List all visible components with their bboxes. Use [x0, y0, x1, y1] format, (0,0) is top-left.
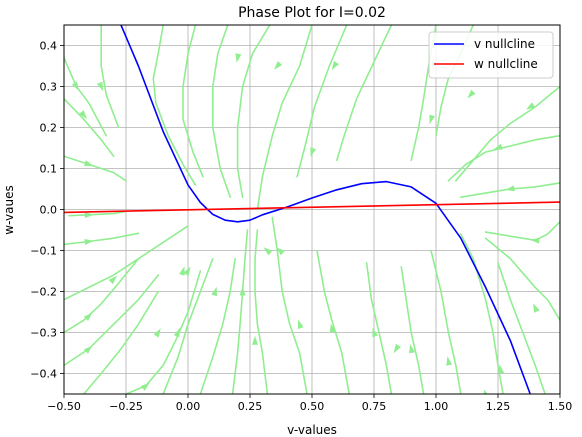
streamline	[152, 25, 197, 186]
y-tick-label: −0.4	[30, 368, 57, 381]
x-tick-label: 0.00	[176, 400, 201, 413]
streamline-arrow	[446, 356, 453, 366]
streamline-arrow	[84, 212, 94, 218]
streamline-arrow	[235, 53, 242, 63]
y-tick-label: 0.1	[40, 163, 58, 176]
streamline	[162, 257, 214, 394]
w-nullcline-line	[64, 201, 560, 214]
streamline	[455, 85, 560, 182]
streamline-arrow	[530, 237, 540, 244]
streamline-arrow	[263, 247, 273, 256]
streamline-arrow	[533, 303, 540, 313]
streamline-arrow	[71, 81, 79, 91]
streamline-arrow	[183, 266, 191, 276]
streamline-arrow	[409, 344, 415, 354]
streamline	[316, 249, 350, 394]
y-tick-label: 0.4	[40, 40, 58, 53]
streamline	[100, 25, 120, 129]
y-tick-label: 0.0	[40, 204, 58, 217]
streamline-arrow	[273, 61, 283, 70]
y-tick-label: 0.3	[40, 81, 58, 94]
streamline-arrow	[331, 61, 339, 71]
streamline-arrow	[96, 81, 104, 92]
streamline-arrow	[505, 185, 515, 192]
streamline	[212, 25, 231, 198]
streamline	[256, 25, 313, 211]
streamline	[64, 232, 140, 246]
streamline-arrow	[84, 160, 94, 166]
streamline-arrow	[483, 389, 488, 394]
streamline-arrow	[83, 345, 93, 354]
streamline	[400, 266, 425, 394]
chart-title: Phase Plot for I=0.02	[238, 5, 386, 21]
streamline	[231, 229, 249, 394]
streamline-arrow	[83, 312, 93, 321]
x-axis-label: v-values	[287, 423, 337, 437]
streamline	[365, 262, 393, 394]
x-tick-label: 1.00	[424, 400, 449, 413]
streamline	[271, 216, 308, 394]
streamline-arrow	[393, 343, 401, 354]
streamline	[336, 25, 393, 162]
x-tick-label: 0.50	[300, 400, 325, 413]
y-tick-label: 0.2	[40, 122, 58, 135]
streamline-arrow	[275, 247, 285, 256]
legend: v nullcline w nullcline	[428, 31, 554, 79]
streamline-arrow	[372, 327, 378, 338]
streamline-arrow	[211, 286, 217, 297]
streamline	[64, 274, 159, 367]
streamline-arrow	[252, 335, 258, 345]
streamline-arrow	[79, 110, 87, 120]
streamline-arrow	[429, 114, 436, 125]
streamline-arrow	[140, 382, 150, 391]
streamline-arrow	[467, 89, 476, 99]
streamline	[497, 262, 546, 394]
streamline-arrow	[310, 147, 316, 157]
streamline-arrow	[526, 102, 536, 110]
streamline-arrow	[153, 328, 161, 338]
streamline	[64, 57, 107, 137]
y-tick-label: −0.2	[30, 286, 57, 299]
streamline	[236, 25, 271, 198]
streamline	[254, 229, 269, 394]
streamline	[296, 25, 348, 178]
legend-label-w-nullcline: w nullcline	[474, 57, 538, 71]
streamline-arrow	[329, 323, 336, 333]
x-tick-label: 0.25	[238, 400, 263, 413]
streamlines	[64, 25, 560, 394]
x-tick-label: 0.75	[362, 400, 387, 413]
streamline-arrow	[179, 266, 185, 276]
streamline	[64, 257, 140, 334]
y-tick-label: −0.3	[30, 327, 57, 340]
legend-label-v-nullcline: v nullcline	[474, 37, 535, 51]
y-axis-ticks: −0.4 −0.3 −0.2 −0.1 0.0 0.1 0.2 0.3 0.4	[30, 40, 64, 381]
streamline-arrow	[498, 364, 505, 374]
streamline-arrow	[84, 239, 94, 245]
streamline	[64, 225, 189, 301]
streamline	[83, 290, 159, 394]
streamline	[64, 155, 127, 182]
x-tick-label: −0.25	[109, 400, 143, 413]
x-tick-label: −0.50	[47, 400, 81, 413]
streamline-arrow	[493, 143, 503, 150]
x-axis-ticks: −0.50 −0.25 0.00 0.25 0.50 0.75 1.00 1.25 1.50	[47, 394, 572, 413]
y-axis-label: w-vaues	[2, 185, 16, 235]
x-tick-label: 1.25	[486, 400, 511, 413]
streamline-arrow	[297, 319, 304, 329]
streamline-arrow	[239, 286, 246, 296]
y-tick-label: −0.1	[30, 245, 57, 258]
streamline-arrow	[108, 275, 118, 285]
nullcline-series	[64, 25, 560, 394]
streamline	[199, 257, 236, 394]
streamline	[430, 249, 462, 394]
x-tick-label: 1.50	[548, 400, 573, 413]
streamline	[68, 210, 127, 217]
streamline	[182, 25, 204, 178]
streamline-arrow	[173, 327, 180, 338]
streamline	[484, 237, 560, 321]
streamline	[64, 98, 115, 157]
